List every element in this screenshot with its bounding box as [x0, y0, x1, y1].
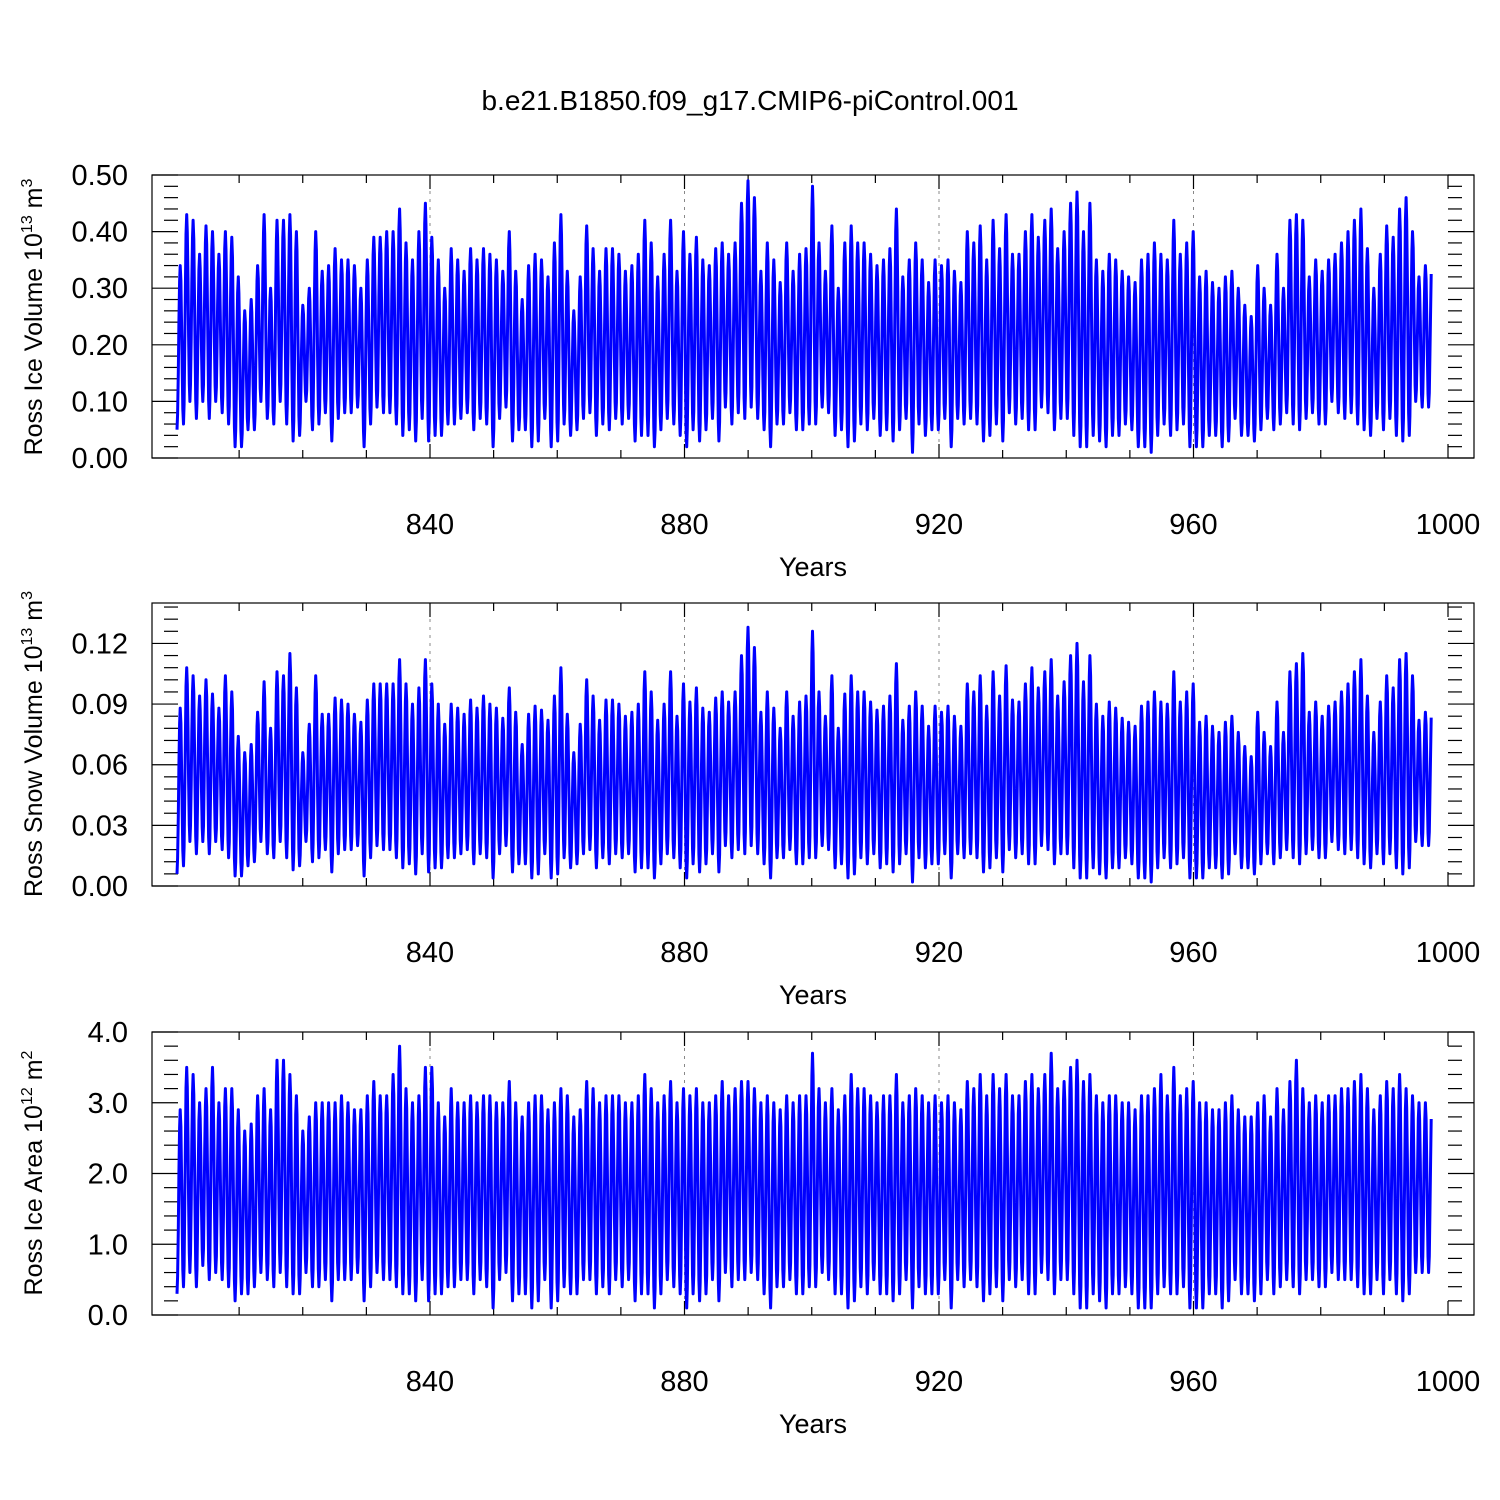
- y-tick-label: 0.12: [72, 628, 128, 660]
- y-tick-label: 0.00: [72, 871, 128, 903]
- y-tick-label: 0.20: [72, 330, 128, 362]
- panels: 0.00 0.10 0.20 0.30 0.40 0.50 840 880 920 960 1000…: [19, 160, 1480, 1439]
- y-tick-label: 3.0: [88, 1088, 128, 1120]
- y-tick-label: 0.03: [72, 810, 128, 842]
- x-tick-label: 840: [406, 1366, 454, 1398]
- x-axis-label: Years: [779, 980, 847, 1010]
- y-tick-label: 0.09: [72, 689, 128, 721]
- x-tick-label: 880: [660, 1366, 708, 1398]
- x-axis-label: Years: [779, 1409, 847, 1439]
- y-tick-label: 0.10: [72, 386, 128, 418]
- x-tick-label: 880: [660, 509, 708, 541]
- y-tick-label: 0.0: [88, 1300, 128, 1332]
- series-line-ice-area: [175, 1044, 1433, 1310]
- y-tick-label: 1.0: [88, 1229, 128, 1261]
- x-axis-label: Years: [779, 552, 847, 582]
- x-tick-label: 960: [1169, 509, 1217, 541]
- y-tick-label: 0.40: [72, 217, 128, 249]
- y-tick-label: 0.30: [72, 273, 128, 305]
- panel-ice-area: 0.0 1.0 2.0 3.0 4.0 840 880 920 960 1000 Years Ross…: [19, 1017, 1480, 1439]
- y-tick-label: 4.0: [88, 1017, 128, 1049]
- x-tick-label: 840: [406, 937, 454, 969]
- y-axis-label: Ross Snow Volume 1013 m3: [19, 591, 48, 897]
- figure-title: b.e21.B1850.f09_g17.CMIP6-piControl.001: [481, 85, 1018, 116]
- y-tick-label: 0.06: [72, 750, 128, 782]
- y-tick-label: 2.0: [88, 1159, 128, 1191]
- plot-frame: [151, 174, 1475, 459]
- panel-ice-volume: 0.00 0.10 0.20 0.30 0.40 0.50 840 880 920 960 1000…: [19, 160, 1480, 582]
- x-tick-label: 880: [660, 937, 708, 969]
- x-tick-label: 1000: [1416, 1366, 1481, 1398]
- series-line-snow-volume: [175, 625, 1433, 884]
- x-tick-label: 1000: [1416, 509, 1481, 541]
- plot-frame: [151, 602, 1475, 887]
- y-tick-label: 0.50: [72, 160, 128, 192]
- x-tick-label: 920: [915, 509, 963, 541]
- x-tick-label: 960: [1169, 1366, 1217, 1398]
- x-tick-label: 840: [406, 509, 454, 541]
- y-axis-label: Ross Ice Area 1012 m2: [19, 1050, 48, 1295]
- y-axis-label: Ross Ice Volume 1013 m3: [19, 178, 48, 455]
- series-line-ice-volume: [175, 179, 1433, 454]
- x-tick-label: 920: [915, 937, 963, 969]
- y-tick-label: 0.00: [72, 443, 128, 475]
- x-tick-label: 920: [915, 1366, 963, 1398]
- panel-snow-volume: 0.00 0.03 0.06 0.09 0.12 840 880 920 960 1000 Year…: [19, 591, 1480, 1010]
- x-tick-label: 960: [1169, 937, 1217, 969]
- x-tick-label: 1000: [1416, 937, 1481, 969]
